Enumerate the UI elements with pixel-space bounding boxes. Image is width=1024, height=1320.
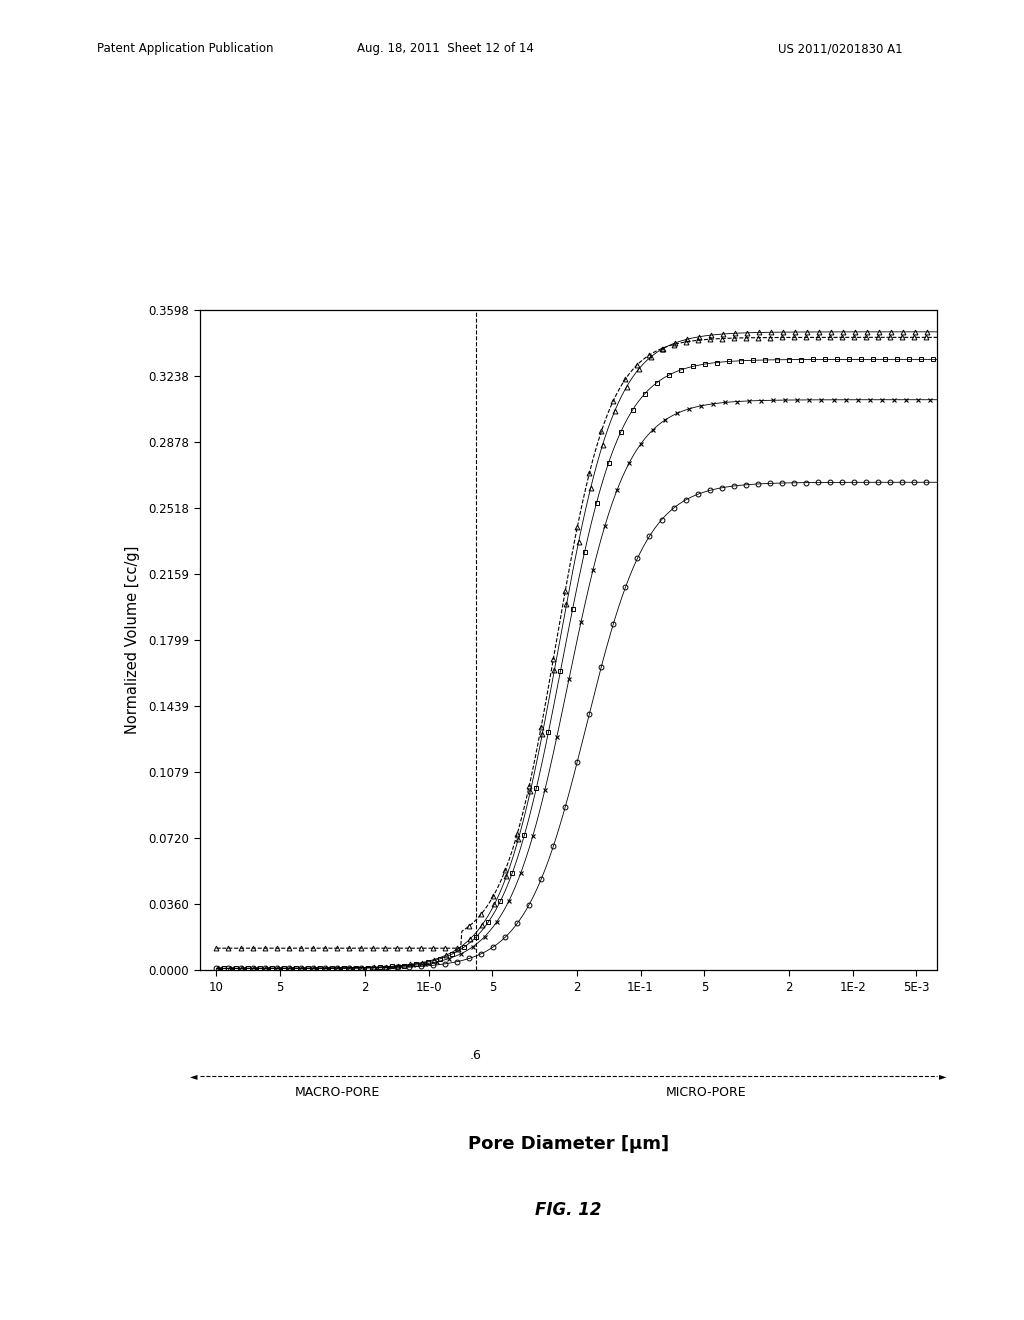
- Text: MICRO-PORE: MICRO-PORE: [666, 1086, 746, 1100]
- Text: MACRO-PORE: MACRO-PORE: [295, 1086, 380, 1100]
- Text: ◄: ◄: [190, 1071, 198, 1081]
- Text: Patent Application Publication: Patent Application Publication: [97, 42, 273, 55]
- Text: .6: .6: [470, 1049, 481, 1063]
- Text: Pore Diameter [μm]: Pore Diameter [μm]: [468, 1135, 669, 1154]
- Text: US 2011/0201830 A1: US 2011/0201830 A1: [778, 42, 903, 55]
- Text: ►: ►: [939, 1071, 946, 1081]
- Text: FIG. 12: FIG. 12: [536, 1201, 601, 1220]
- Text: Aug. 18, 2011  Sheet 12 of 14: Aug. 18, 2011 Sheet 12 of 14: [357, 42, 534, 55]
- Y-axis label: Normalized Volume [cc/g]: Normalized Volume [cc/g]: [125, 546, 140, 734]
